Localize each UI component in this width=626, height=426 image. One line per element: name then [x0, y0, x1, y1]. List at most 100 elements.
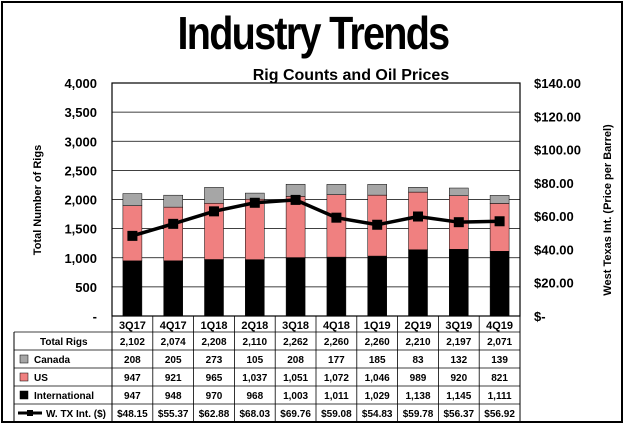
bar-international — [367, 255, 387, 317]
x-tick-label: 4Q18 — [323, 320, 350, 332]
wti-price-line — [131, 198, 500, 238]
y-left-tick-label: 1,000 — [64, 251, 97, 266]
table-cell: 2,210 — [405, 337, 430, 348]
bar-canada — [326, 184, 347, 195]
y-right-tick-label: $80.00 — [534, 176, 574, 191]
wti-price-point — [168, 218, 179, 229]
y-left-tick-label: 500 — [75, 280, 97, 295]
table-cell: 921 — [165, 373, 182, 384]
table-cell: 1,072 — [324, 373, 349, 384]
y-right-tick-label: $40.00 — [534, 242, 574, 257]
table-cell: 208 — [287, 355, 304, 366]
bar-canada — [449, 187, 469, 196]
table-cell: 273 — [206, 355, 223, 366]
bar-us — [163, 206, 183, 262]
table-cell: 2,102 — [120, 337, 145, 348]
bar-canada — [204, 187, 224, 204]
y-right-tick-label: $140.00 — [534, 76, 581, 91]
table-cell: 208 — [124, 355, 141, 366]
wti-price-point — [494, 216, 505, 227]
table-cell: 948 — [165, 391, 182, 402]
x-tick-label: 4Q17 — [160, 320, 187, 332]
wti-price-point — [453, 217, 464, 228]
table-cell: 2,074 — [161, 337, 186, 348]
bar-canada — [122, 193, 143, 206]
y-left-tick-label: 2,500 — [64, 163, 97, 178]
bar-us — [245, 198, 265, 260]
bar-international — [489, 251, 510, 317]
wti-price-point — [413, 211, 423, 222]
bar-international — [408, 249, 428, 317]
wti-price-point — [127, 230, 138, 241]
y-right-tick-label: $20.00 — [534, 276, 574, 291]
table-cell: $56.92 — [484, 409, 515, 420]
table-cell: 1,003 — [283, 391, 308, 402]
x-tick-label: 2Q19 — [405, 320, 432, 332]
bar-international — [204, 259, 224, 317]
bar-canada — [285, 183, 306, 197]
table-cell: 1,145 — [446, 391, 471, 402]
y-left-tick-label: 3,500 — [64, 105, 97, 120]
table-row-label: Total Rigs — [40, 337, 88, 348]
table-cell: 965 — [206, 373, 223, 384]
legend-swatch — [19, 390, 29, 400]
legend-label: W. TX Int. ($) — [46, 409, 106, 420]
table-cell: 1,111 — [488, 391, 512, 402]
y-right-tick-label: $120.00 — [534, 109, 581, 124]
bar-canada — [408, 187, 428, 193]
y-right-tick-label: $60.00 — [534, 209, 574, 224]
table-cell: $59.08 — [321, 409, 352, 420]
y-left-tick-label: 3,000 — [64, 134, 97, 149]
y-right-axis-label: West Texas Int. (Price per Barrel) — [602, 124, 614, 296]
bar-international — [285, 257, 306, 317]
bar-us — [285, 196, 306, 258]
table-cell: 1,037 — [242, 373, 267, 384]
table-cell: $62.88 — [199, 409, 230, 420]
table-cell: 139 — [491, 355, 508, 366]
main-title: Industry Trends — [177, 7, 451, 59]
wti-price-point — [372, 219, 383, 230]
bar-international — [163, 260, 183, 317]
legend-label: US — [34, 373, 48, 384]
x-tick-label: 1Q19 — [364, 320, 391, 332]
bar-us — [326, 194, 347, 258]
y-left-tick-label: 1,500 — [64, 222, 97, 237]
bar-us — [489, 203, 510, 252]
table-cell: 185 — [369, 355, 386, 366]
bar-international — [122, 260, 143, 317]
table-cell: 2,260 — [324, 337, 349, 348]
table-cell: $69.76 — [280, 409, 311, 420]
table-cell: 105 — [246, 355, 263, 366]
legend-swatch — [19, 372, 29, 382]
table-cell: 920 — [450, 373, 467, 384]
x-tick-label: 3Q17 — [119, 320, 146, 332]
table-cell: 2,110 — [243, 337, 268, 348]
table-cell: 989 — [410, 373, 427, 384]
table-cell: 83 — [412, 355, 424, 366]
bar-international — [245, 259, 265, 317]
table-cell: $54.83 — [362, 409, 393, 420]
table-cell: 970 — [206, 391, 223, 402]
legend-marker-swatch — [27, 410, 33, 416]
x-tick-label: 3Q18 — [282, 320, 309, 332]
bar-international — [449, 249, 469, 317]
table-cell: 177 — [328, 355, 345, 366]
table-cell: 1,051 — [283, 373, 308, 384]
table-cell: 2,197 — [446, 337, 471, 348]
wti-price-point — [209, 206, 219, 217]
bar-canada — [489, 195, 510, 204]
wti-price-point — [331, 212, 342, 223]
table-cell: 132 — [450, 355, 467, 366]
x-tick-label: 2Q18 — [241, 320, 268, 332]
table-cell: 1,011 — [324, 391, 349, 402]
y-left-tick-label: 4,000 — [64, 76, 97, 91]
chart-title: Rig Counts and Oil Prices — [253, 67, 450, 84]
bar-canada — [163, 194, 183, 208]
x-tick-label: 3Q19 — [445, 320, 472, 332]
y-right-tick-label: $100.00 — [534, 143, 581, 158]
legend-label: International — [34, 391, 94, 402]
bar-canada — [367, 184, 387, 196]
table-cell: $48.15 — [117, 409, 148, 420]
